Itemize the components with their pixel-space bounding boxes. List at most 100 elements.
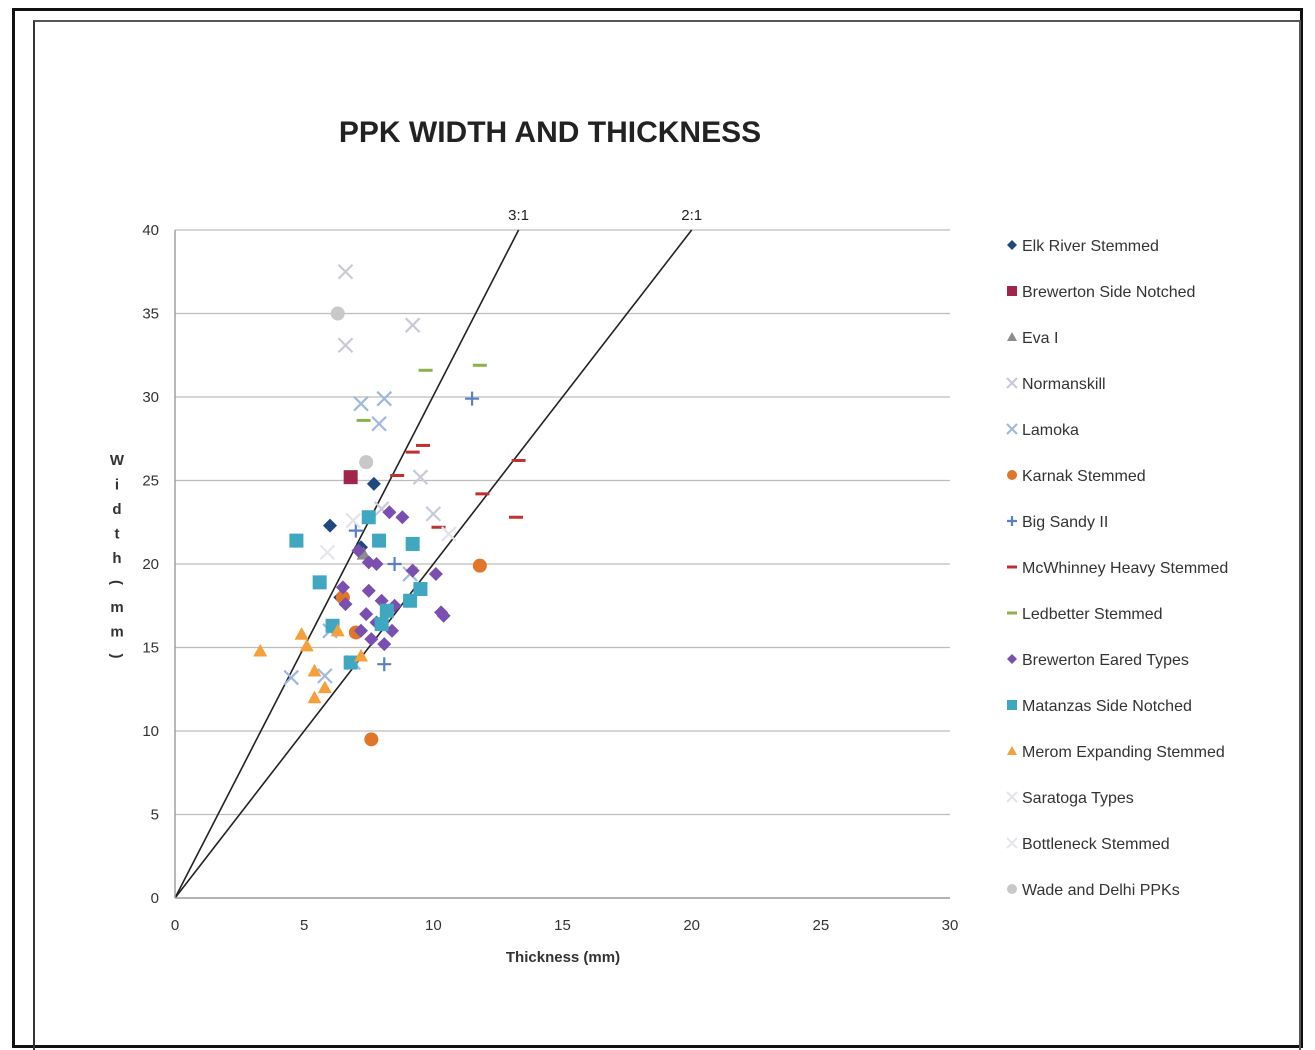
y-tick-label-7: 35 — [142, 306, 159, 323]
point-11-0 — [253, 643, 268, 657]
y-axis-label-char-2: d — [112, 501, 121, 518]
point-9-2 — [369, 557, 384, 571]
point-9-3 — [382, 505, 397, 520]
series-4 — [283, 390, 418, 686]
point-3-4 — [425, 506, 442, 522]
legend-label-3: Normanskill — [1022, 376, 1106, 393]
point-9-16 — [428, 567, 443, 582]
series-5 — [335, 558, 487, 747]
x-tick-label-4: 20 — [683, 917, 700, 934]
point-9-15 — [405, 563, 420, 578]
y-axis-label-char-4: h — [112, 550, 121, 567]
y-axis-label-char-5: ( — [108, 580, 125, 585]
point-3-2 — [404, 317, 421, 333]
y-axis-label-char-7: m — [110, 624, 123, 641]
point-11-7 — [330, 623, 345, 637]
legend-marker-1 — [1007, 286, 1017, 296]
legend-label-8: Ledbetter Stemmed — [1022, 606, 1163, 623]
legend-label-5: Karnak Stemmed — [1022, 468, 1146, 485]
point-3-1 — [337, 337, 354, 354]
gridlines — [175, 229, 950, 816]
y-tick-label-0: 0 — [151, 890, 159, 907]
point-9-13 — [377, 637, 392, 652]
point-10-4 — [405, 536, 420, 551]
legend-label-6: Big Sandy II — [1022, 514, 1108, 531]
point-3-3 — [412, 469, 429, 485]
series-2 — [356, 546, 371, 560]
point-9-4 — [395, 510, 410, 525]
series-8 — [356, 363, 487, 422]
legend-label-14: Wade and Delhi PPKs — [1022, 882, 1180, 899]
point-12-0 — [345, 512, 362, 529]
series-6 — [348, 391, 480, 672]
ratio-label-0: 3:1 — [508, 207, 529, 224]
y-axis-label-char-3: t — [115, 526, 120, 543]
point-14-0 — [330, 306, 345, 321]
y-axis-label-char-6: m — [110, 599, 123, 616]
point-11-3 — [307, 663, 322, 677]
point-5-1 — [364, 732, 379, 747]
legend-marker-4 — [1006, 423, 1018, 435]
ratio-line-0 — [174, 229, 520, 899]
legend-label-7: McWhinney Heavy Stemmed — [1022, 560, 1228, 577]
point-4-4 — [283, 669, 300, 686]
point-10-5 — [361, 510, 376, 525]
legend-marker-13 — [1006, 837, 1018, 849]
legend-marker-6 — [1007, 516, 1017, 526]
x-tick-label-5: 25 — [812, 917, 829, 934]
series-14 — [330, 306, 374, 470]
point-11-1 — [294, 627, 309, 640]
y-tick-label-8: 40 — [142, 222, 159, 239]
point-4-2 — [371, 415, 387, 432]
chart-panel — [33, 20, 1301, 1050]
point-9-5 — [335, 580, 350, 595]
point-13-0 — [319, 544, 336, 561]
legend-label-0: Elk River Stemmed — [1022, 238, 1159, 255]
point-4-1 — [376, 390, 393, 407]
legend-marker-11 — [1007, 746, 1017, 755]
legend-marker-3 — [1006, 377, 1018, 389]
chart-title: PPK WIDTH AND THICKNESS — [339, 116, 761, 149]
y-axis-label-char-1: i — [115, 477, 119, 494]
point-10-7 — [374, 617, 389, 632]
legend: Elk River Stemmed Brewerton Side Notched E… — [1006, 238, 1228, 899]
legend-label-11: Merom Expanding Stemmed — [1022, 744, 1225, 761]
x-axis-label: Thickness (mm) — [506, 949, 620, 966]
point-10-0 — [289, 533, 304, 548]
point-1-0 — [343, 470, 358, 485]
series-12 — [345, 512, 457, 542]
legend-marker-2 — [1007, 332, 1017, 341]
point-12-1 — [441, 526, 457, 542]
x-tick-label-6: 30 — [942, 917, 959, 934]
point-6-3 — [387, 557, 402, 571]
legend-marker-5 — [1007, 470, 1017, 480]
legend-label-1: Brewerton Side Notched — [1022, 284, 1195, 301]
x-tick-label-2: 10 — [425, 917, 442, 934]
point-3-0 — [337, 263, 354, 280]
y-axis-label-char-8: ) — [108, 654, 125, 659]
series-13 — [319, 544, 336, 561]
legend-label-9: Brewerton Eared Types — [1022, 652, 1189, 669]
series-1 — [343, 470, 358, 485]
point-10-10 — [343, 655, 358, 670]
x-tick-label-0: 0 — [171, 917, 179, 934]
point-9-0 — [351, 543, 366, 558]
legend-marker-9 — [1007, 654, 1017, 664]
point-9-12 — [364, 632, 379, 647]
point-11-6 — [354, 648, 368, 662]
legend-label-10: Matanzas Side Notched — [1022, 698, 1192, 715]
y-tick-label-3: 15 — [142, 640, 159, 657]
axes: 0 5 10 15 20 25 30 35 40 0 5 10 15 20 25 30 — [142, 222, 958, 934]
point-10-1 — [312, 575, 327, 590]
legend-marker-12 — [1006, 791, 1018, 803]
point-10-8 — [403, 593, 418, 608]
point-9-11 — [354, 623, 368, 638]
ratio-line-1 — [174, 229, 693, 899]
y-tick-label-4: 20 — [142, 556, 159, 573]
y-axis-label-char-0: W — [110, 452, 125, 469]
point-6-0 — [465, 391, 480, 406]
series-3 — [337, 263, 442, 522]
point-4-5 — [317, 668, 333, 684]
